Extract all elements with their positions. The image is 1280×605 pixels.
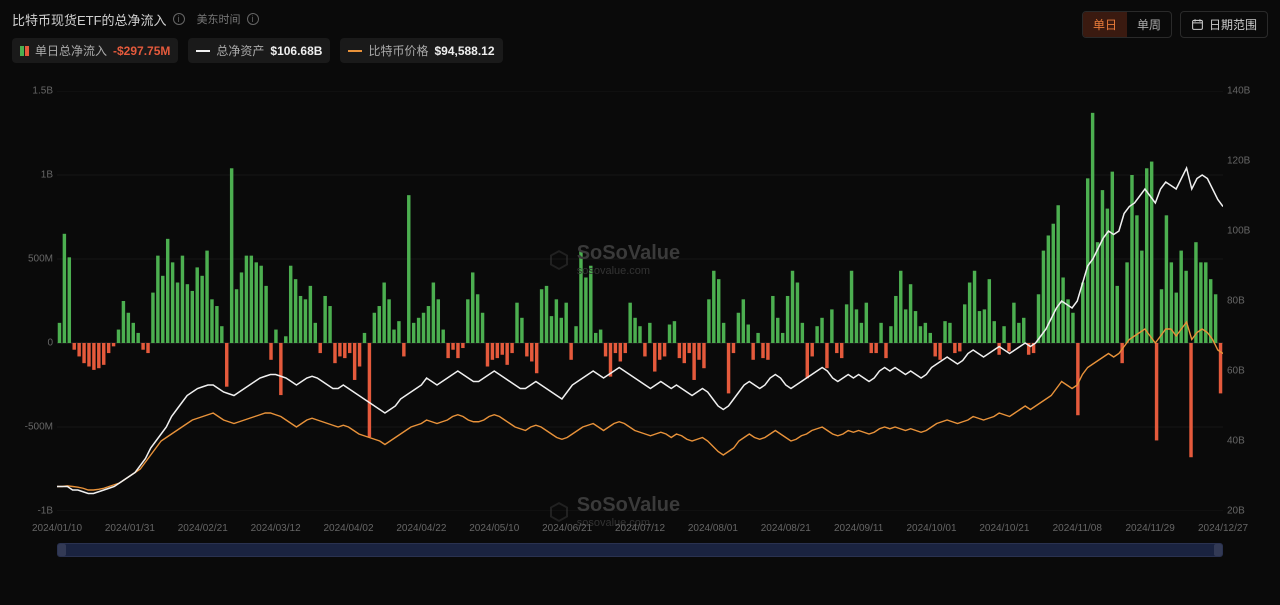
assets-value: $106.68B — [270, 44, 322, 58]
legend-netflow[interactable]: 单日总净流入 -$297.75M — [12, 38, 178, 63]
calendar-icon — [1191, 18, 1204, 31]
info-icon[interactable]: i — [247, 13, 259, 25]
line-icon — [196, 50, 210, 52]
seg-weekly[interactable]: 单周 — [1127, 12, 1171, 37]
timezone-label: 美东时间 — [197, 11, 241, 27]
plot-svg[interactable] — [57, 91, 1223, 511]
time-scrubber[interactable] — [57, 543, 1223, 557]
y-axis-right: 140B120B100B80B60B40B20B — [1223, 91, 1268, 511]
bar-icon — [20, 46, 29, 56]
line-icon — [348, 50, 362, 52]
date-range-button[interactable]: 日期范围 — [1180, 11, 1268, 38]
page-title: 比特币现货ETF的总净流入 — [12, 10, 167, 29]
legend-price[interactable]: 比特币价格 $94,588.12 — [340, 38, 502, 63]
info-icon[interactable]: i — [173, 13, 185, 25]
netflow-value: -$297.75M — [113, 44, 170, 58]
y-axis-left: 1.5B1B500M0-500M-1B — [12, 91, 57, 511]
seg-daily[interactable]: 单日 — [1083, 12, 1127, 37]
chart: 1.5B1B500M0-500M-1B 140B120B100B80B60B40… — [12, 71, 1268, 561]
price-value: $94,588.12 — [434, 44, 494, 58]
x-axis: 2024/01/102024/01/312024/02/212024/03/12… — [57, 523, 1223, 539]
date-range-label: 日期范围 — [1209, 16, 1257, 33]
legend-assets[interactable]: 总净资产 $106.68B — [188, 38, 330, 63]
granularity-segment: 单日 单周 — [1082, 11, 1172, 38]
